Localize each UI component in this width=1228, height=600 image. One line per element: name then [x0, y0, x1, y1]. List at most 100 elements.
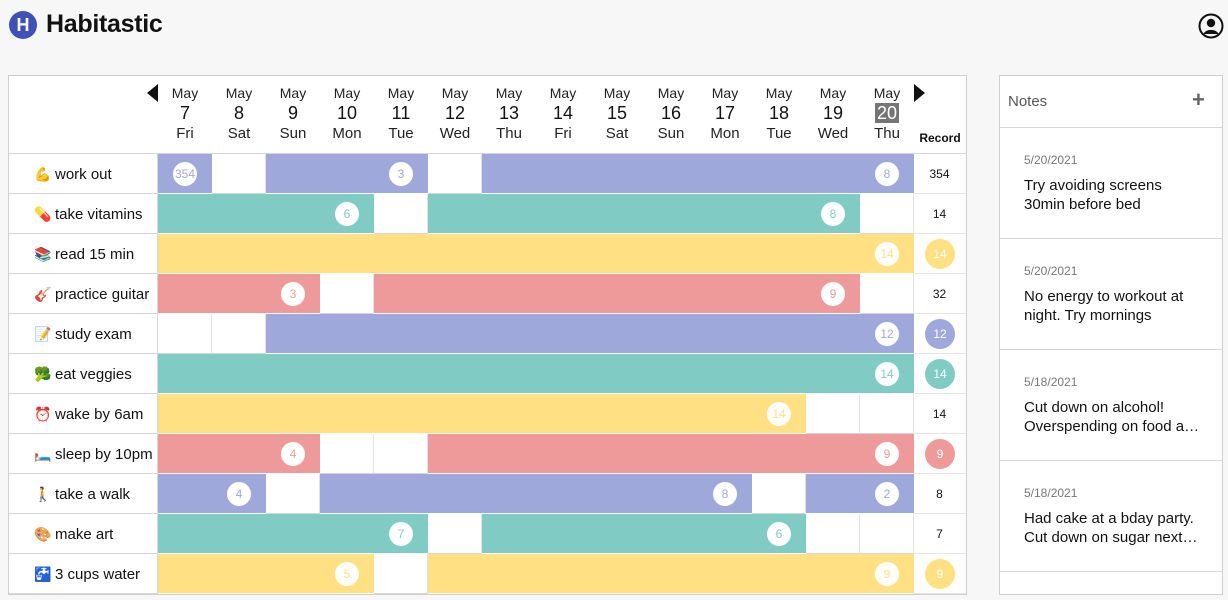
habit-name: work out — [55, 166, 112, 183]
date-column-header: May 15 Sat — [590, 76, 644, 154]
record-badge: 14 — [925, 359, 955, 389]
note-card[interactable]: 5/18/2021 Had cake at a bday party. Cut d… — [1000, 461, 1222, 572]
streak-segment[interactable] — [158, 394, 806, 434]
habit-label[interactable]: ⏰ wake by 6am — [9, 394, 158, 434]
streak-segment[interactable] — [158, 354, 914, 394]
day-cell-empty[interactable] — [158, 314, 212, 354]
day-cell-empty[interactable] — [806, 394, 860, 434]
date-month: May — [171, 85, 199, 101]
date-month: May — [495, 85, 523, 101]
next-week-arrow-icon[interactable] — [914, 84, 925, 102]
date-column-header: May 17 Mon — [698, 76, 752, 154]
day-cell-empty[interactable] — [374, 554, 428, 594]
date-month: May — [657, 85, 685, 101]
habit-label[interactable]: 📚 read 15 min — [9, 234, 158, 274]
date-weekday: Sat — [227, 125, 251, 142]
streak-segment[interactable] — [428, 194, 860, 234]
day-cell-empty[interactable] — [752, 474, 806, 514]
habit-row: 🎸 practice guitar 3 9 32 — [9, 274, 966, 314]
streak-count-badge: 354 — [173, 162, 197, 186]
day-cell-empty[interactable] — [374, 194, 428, 234]
day-cell-empty[interactable] — [860, 274, 914, 314]
habit-row: 💊 take vitamins 6 8 14 — [9, 194, 966, 234]
streak-segment[interactable] — [320, 474, 752, 514]
streak-segment[interactable] — [482, 514, 806, 554]
add-note-button[interactable]: + — [1192, 87, 1205, 112]
day-cell-empty[interactable] — [374, 434, 428, 474]
app-logo[interactable]: H — [9, 11, 37, 39]
streak-segment[interactable] — [266, 314, 914, 354]
date-day-today: 20 — [874, 103, 900, 123]
record-value: 14 — [932, 407, 947, 421]
streak-segment[interactable] — [158, 514, 428, 554]
streak-segment[interactable] — [482, 154, 914, 194]
date-column-header: May 9 Sun — [266, 76, 320, 154]
streak-segment[interactable] — [374, 274, 860, 314]
date-column-header: May 13 Thu — [482, 76, 536, 154]
habit-emoji-icon: 📝 — [34, 326, 52, 342]
record-badge: 12 — [925, 319, 955, 349]
date-day: 11 — [391, 103, 411, 123]
record-value: 8 — [936, 487, 943, 501]
day-cell-empty[interactable] — [320, 434, 374, 474]
day-cell-empty[interactable] — [212, 154, 266, 194]
note-date: 5/18/2021 — [1024, 486, 1078, 500]
streak-segment[interactable] — [158, 234, 914, 274]
previous-week-arrow-icon[interactable] — [147, 84, 158, 102]
date-month: May — [333, 85, 361, 101]
date-weekday: Thu — [874, 125, 900, 142]
date-weekday: Mon — [710, 125, 740, 142]
habit-label[interactable]: 💪 work out — [9, 154, 158, 194]
habit-name: take a walk — [55, 486, 131, 503]
day-cell-empty[interactable] — [806, 514, 860, 554]
record-cell: 9 — [913, 554, 966, 594]
notes-header: Notes + — [1000, 76, 1222, 128]
streak-segment[interactable] — [428, 434, 914, 474]
habit-name: 3 cups water — [55, 566, 141, 583]
day-cell-empty[interactable] — [860, 394, 914, 434]
date-day: 7 — [179, 103, 190, 123]
note-card[interactable]: 5/20/2021 No energy to workout at night. … — [1000, 239, 1222, 350]
streak-segment[interactable] — [158, 154, 212, 194]
habit-name: take vitamins — [55, 206, 143, 223]
day-cell-empty[interactable] — [428, 154, 482, 194]
day-cell-empty[interactable] — [860, 514, 914, 554]
habit-row: 🎨 make art 7 6 7 — [9, 514, 966, 554]
habit-label[interactable]: 🎨 make art — [9, 514, 158, 554]
date-month: May — [387, 85, 415, 101]
streak-count-badge: 12 — [875, 322, 899, 346]
habit-label[interactable]: 💊 take vitamins — [9, 194, 158, 234]
date-weekday: Tue — [766, 125, 792, 142]
record-cell: 9 — [913, 434, 966, 474]
day-cell-empty[interactable] — [428, 514, 482, 554]
record-cell: 14 — [913, 354, 966, 394]
day-cell-empty[interactable] — [212, 314, 266, 354]
habit-label[interactable]: 🛏️ sleep by 10pm — [9, 434, 158, 474]
streak-segment[interactable] — [428, 554, 914, 594]
habit-label[interactable]: 📝 study exam — [9, 314, 158, 354]
date-month: May — [711, 85, 739, 101]
note-card[interactable]: 5/20/2021 Try avoiding screens 30min befo… — [1000, 128, 1222, 239]
day-cell-empty[interactable] — [266, 474, 320, 514]
habit-label[interactable]: 🚶 take a walk — [9, 474, 158, 514]
day-cell-empty[interactable] — [860, 194, 914, 234]
day-cell-empty[interactable] — [320, 274, 374, 314]
streak-count-badge: 9 — [875, 562, 899, 586]
record-badge: 9 — [925, 559, 955, 589]
note-card[interactable]: 5/18/2021 Cut down on alcohol! Overspendi… — [1000, 350, 1222, 461]
date-weekday: Sun — [657, 125, 685, 142]
date-month: May — [765, 85, 793, 101]
record-column-header: Record — [919, 131, 961, 145]
date-day: 12 — [444, 103, 466, 123]
date-column-header: May 18 Tue — [752, 76, 806, 154]
habit-row: ⏰ wake by 6am 14 14 — [9, 394, 966, 434]
habit-emoji-icon: 🎸 — [34, 286, 52, 302]
streak-count-badge: 7 — [389, 522, 413, 546]
habit-label[interactable]: 🚰 3 cups water — [9, 554, 158, 594]
user-profile-icon[interactable] — [1198, 13, 1224, 39]
habit-label[interactable]: 🎸 practice guitar — [9, 274, 158, 314]
record-cell: 14 — [913, 194, 966, 234]
record-cell: 354 — [913, 154, 966, 194]
habit-label[interactable]: 🥦 eat veggies — [9, 354, 158, 394]
habit-name: eat veggies — [55, 366, 132, 383]
